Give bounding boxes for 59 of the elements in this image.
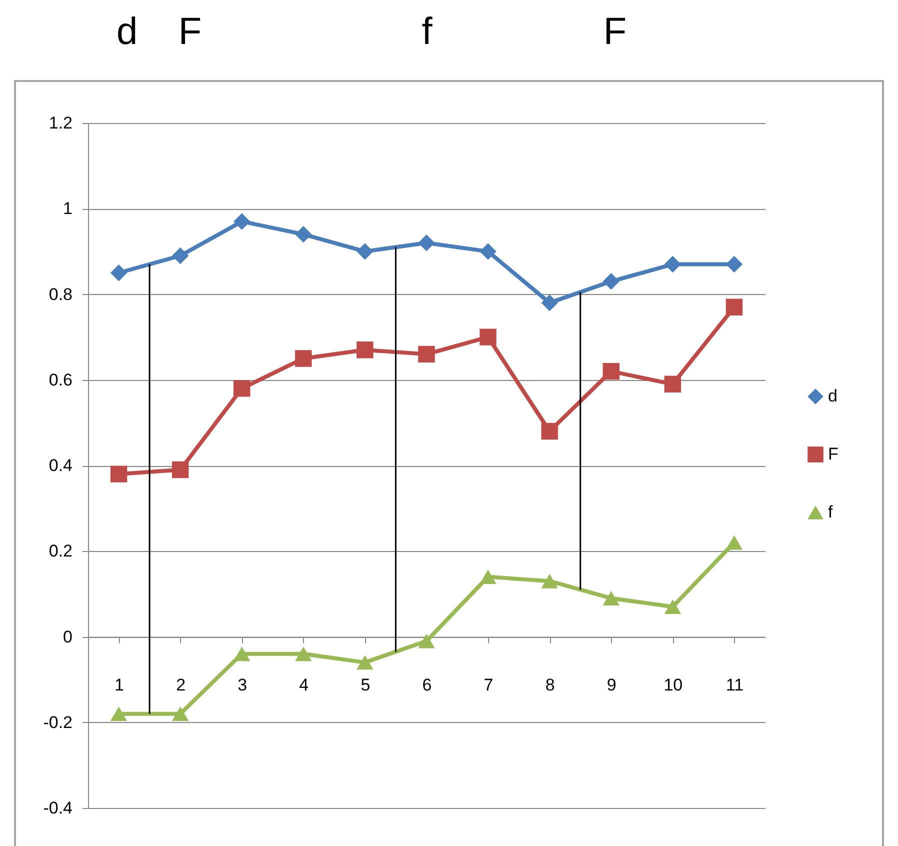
text: f xyxy=(422,11,433,53)
text: F xyxy=(178,11,202,53)
x-tick-label: 10 xyxy=(664,675,683,694)
x-tick-label: 11 xyxy=(726,675,744,694)
point xyxy=(418,634,435,648)
point xyxy=(356,342,374,358)
x-tick-label: 5 xyxy=(360,675,370,694)
point xyxy=(172,461,189,478)
y-tick-label: 1 xyxy=(63,199,72,218)
x-tick-label: 6 xyxy=(422,675,432,694)
x-tick-label: 9 xyxy=(606,675,616,694)
point xyxy=(602,590,620,606)
point xyxy=(480,243,496,260)
y-tick-label: 0.6 xyxy=(48,370,72,390)
point xyxy=(664,376,682,393)
x-tick-label: 1 xyxy=(114,675,124,694)
point xyxy=(233,380,250,397)
y-tick-label: -0.4 xyxy=(43,798,72,818)
point xyxy=(110,706,128,722)
point xyxy=(726,535,743,550)
point xyxy=(541,574,558,588)
y-tick-label: 0.4 xyxy=(48,456,72,475)
point xyxy=(356,655,374,670)
legend-label: f xyxy=(828,502,833,522)
text: F xyxy=(603,11,627,53)
point xyxy=(602,362,620,380)
x-tick-label: 3 xyxy=(238,675,248,694)
point xyxy=(480,328,496,346)
point xyxy=(110,466,128,482)
text: d xyxy=(116,11,138,53)
y-tick-label: 0.8 xyxy=(48,284,72,304)
point xyxy=(726,256,743,273)
point xyxy=(480,570,496,584)
x-tick-label: 7 xyxy=(484,675,494,694)
y-tick-label: -0.2 xyxy=(43,712,72,732)
point xyxy=(541,294,558,312)
point xyxy=(295,226,312,243)
legend-label: d xyxy=(828,386,838,406)
point xyxy=(541,422,558,440)
point xyxy=(418,234,435,252)
point xyxy=(233,213,250,230)
point xyxy=(664,256,682,273)
point xyxy=(726,298,743,316)
legend-label: F xyxy=(828,444,838,464)
point xyxy=(602,273,620,290)
x-tick-label: 2 xyxy=(176,675,186,694)
point xyxy=(356,243,374,260)
point xyxy=(295,350,312,367)
point xyxy=(295,646,312,662)
point xyxy=(172,247,189,264)
point xyxy=(664,600,682,614)
point xyxy=(418,346,435,363)
y-tick-label: 1.2 xyxy=(48,114,72,132)
x-tick-label: 8 xyxy=(545,675,555,694)
y-tick-label: 0 xyxy=(63,627,72,646)
x-tick-label: 4 xyxy=(299,675,309,694)
y-tick-label: 0.2 xyxy=(48,542,72,561)
point xyxy=(110,264,128,282)
point xyxy=(172,706,189,722)
